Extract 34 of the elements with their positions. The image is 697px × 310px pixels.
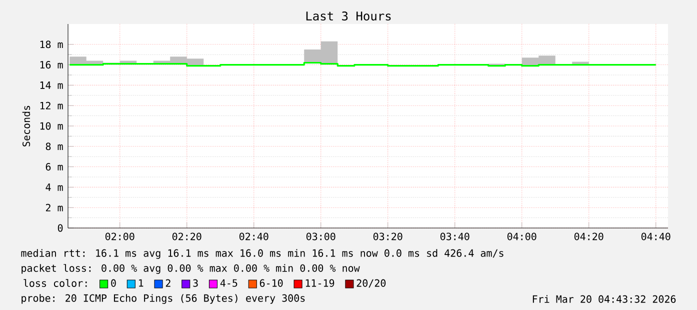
text: Fri Mar 20 04:43:32 2026 <box>532 295 676 303</box>
y-axis-title: Seconds <box>22 106 30 146</box>
x-tick-label: 03:20 <box>373 232 402 240</box>
y-tick-label: 6 m <box>46 163 63 171</box>
x-tick-label: 02:00 <box>105 232 134 240</box>
x-tick-label: 04:40 <box>641 232 670 240</box>
x-tick-label: 03:40 <box>440 232 470 240</box>
y-tick-label: 10 m <box>40 122 63 130</box>
y-tick-label: 14 m <box>40 82 63 89</box>
text: packet loss: 0.00 % avg 0.00 % max 0.00 % min 0.00 % now <box>22 264 360 274</box>
y-tick-label: 0 <box>58 224 63 232</box>
legend-label: 3 <box>193 279 198 287</box>
x-tick-label: 02:20 <box>172 232 202 240</box>
y-tick-label: 8 m <box>46 142 63 150</box>
legend-label: 0 <box>111 279 116 287</box>
y-tick-label: 2 m <box>46 204 63 212</box>
x-tick-label: 04:20 <box>574 232 604 240</box>
legend-label: 2 <box>166 279 170 287</box>
y-tick-label: 18 m <box>40 40 63 48</box>
chart-title: Last 3 Hours <box>306 11 391 21</box>
y-tick-label: 12 m <box>40 102 63 110</box>
x-tick-label: 02:40 <box>239 232 268 240</box>
x-tick-label: 04:00 <box>507 232 536 240</box>
legend-label: 6-10 <box>260 279 283 287</box>
legend-label: 4-5 <box>220 279 238 287</box>
y-tick-label: 16 m <box>40 61 63 69</box>
x-tick-label: 03:00 <box>306 232 336 240</box>
text: median rtt: 16.1 ms avg 16.1 ms max 16.0 ms min 16.1 ms now 0.0 ms sd 426.4 am/s <box>21 249 504 259</box>
legend-label: 20/20 <box>356 279 386 288</box>
legend-label: 1 <box>139 279 144 287</box>
legend-label: 11-19 <box>306 279 334 287</box>
legend-title: loss color: <box>24 279 87 287</box>
y-tick-label: 4 m <box>46 184 63 191</box>
text: probe: 20 ICMP Echo Pings (56 Bytes) every 300s <box>22 294 305 304</box>
